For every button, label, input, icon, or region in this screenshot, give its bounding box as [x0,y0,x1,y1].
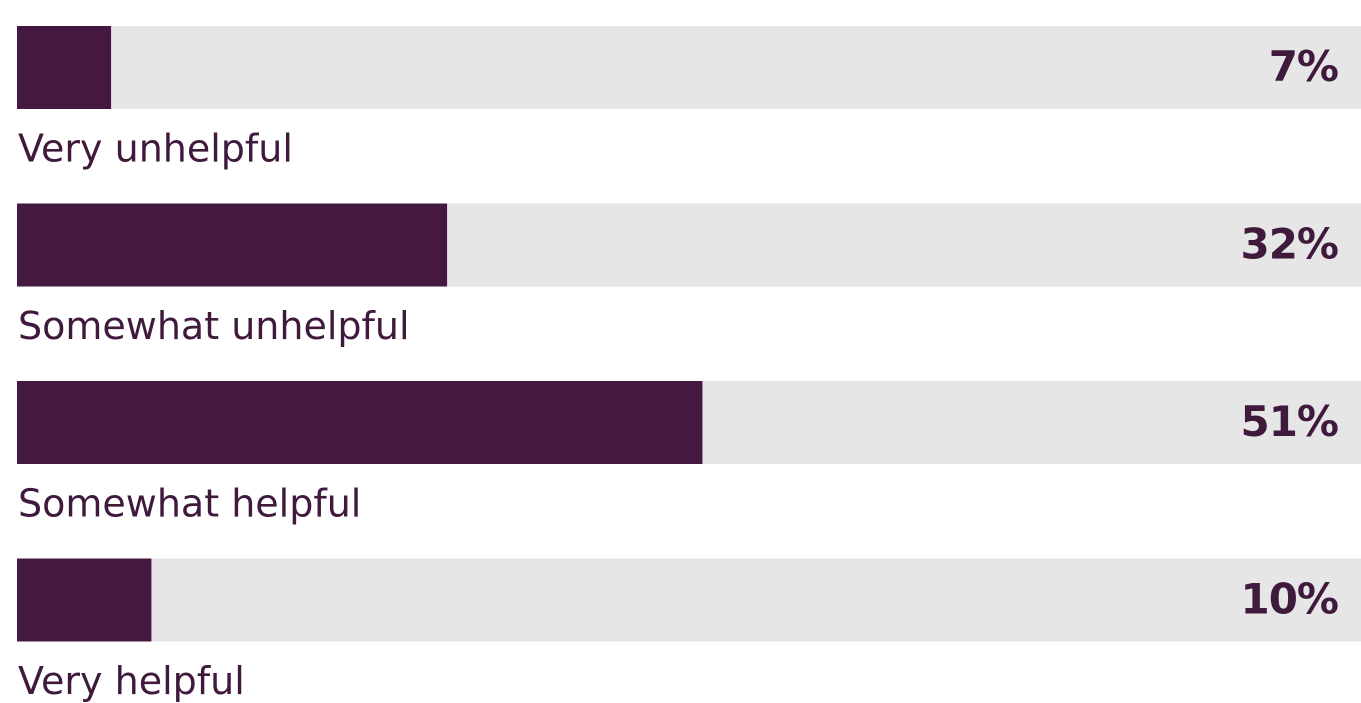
value-label: 51% [1240,397,1338,446]
category-label: Very helpful [18,659,245,703]
bar-track [17,26,1361,109]
value-label: 32% [1240,220,1338,269]
value-label: 10% [1240,575,1338,624]
bar [17,26,112,109]
bar [17,558,152,642]
bar-track [17,558,1361,642]
value-label: 7% [1269,42,1338,91]
category-label: Somewhat unhelpful [18,304,410,348]
bar [17,203,448,287]
bar [17,381,703,464]
category-label: Very unhelpful [18,127,293,171]
category-label: Somewhat helpful [18,482,361,526]
